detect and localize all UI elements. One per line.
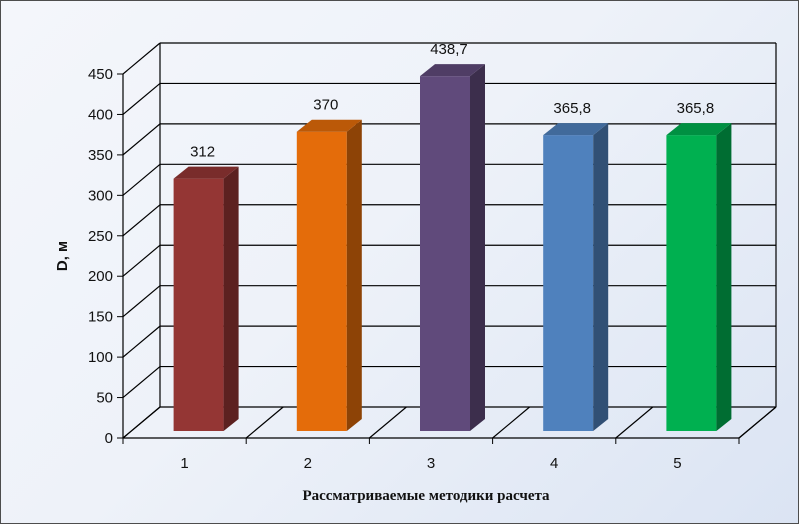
y-tick-label: 200	[88, 268, 113, 285]
x-tick-label: 2	[304, 455, 312, 472]
y-tick-label: 250	[88, 228, 113, 245]
y-tick-label: 350	[88, 147, 113, 164]
gridline-diagonal	[122, 82, 161, 115]
data-label: 312	[190, 144, 215, 161]
x-tick-label: 1	[180, 455, 188, 472]
data-label: 370	[313, 97, 338, 114]
bar-front	[420, 76, 470, 431]
data-label: 365,8	[553, 100, 591, 117]
bar-top	[173, 166, 239, 179]
y-axis-ticks: 0 50 100 150 200 250 300 350 400 450	[88, 66, 123, 447]
y-tick-label: 50	[96, 390, 113, 407]
floor-divider	[122, 406, 161, 439]
gridline-diagonal	[122, 325, 161, 358]
bar-front	[543, 135, 594, 431]
y-axis-title: D, м	[54, 241, 71, 271]
y-tick-label: 100	[88, 349, 113, 366]
bar-side	[346, 119, 362, 431]
bar-top	[666, 123, 732, 136]
bar-side	[223, 166, 239, 432]
data-label: 365,8	[677, 100, 715, 117]
x-tick-label: 3	[427, 455, 435, 472]
gridline-diagonal	[122, 285, 161, 318]
bar	[666, 123, 732, 431]
data-label: 438,7	[430, 41, 468, 58]
y-tick-label: 150	[88, 309, 113, 326]
floor-divider	[369, 406, 407, 439]
bar	[420, 64, 485, 431]
y-tick-label: 300	[88, 187, 113, 204]
bar-top	[420, 64, 485, 77]
floor-divider	[615, 406, 654, 439]
bar-front	[173, 178, 224, 431]
gridline-diagonal	[122, 123, 161, 156]
x-axis-title: Рассматриваемые методики расчета	[302, 488, 550, 504]
y-tick-label: 450	[88, 66, 113, 83]
gridline-diagonal	[122, 163, 161, 196]
y-tick-label: 400	[88, 106, 113, 123]
bars	[173, 64, 732, 432]
floor-divider	[492, 406, 530, 439]
bar	[296, 119, 362, 431]
bar-top	[543, 123, 609, 136]
data-labels: 312 370 438,7 365,8 365,8	[190, 41, 714, 160]
y-tick-label: 0	[105, 430, 113, 447]
bar-side	[593, 123, 609, 431]
bar-top	[296, 119, 362, 132]
x-tick-label: 4	[550, 455, 558, 472]
bar-front	[666, 135, 717, 431]
bar	[543, 123, 609, 431]
bar-front	[296, 131, 347, 431]
gridline-diagonal	[122, 244, 161, 277]
bar	[173, 166, 239, 432]
bar-side	[470, 64, 485, 431]
floor-divider	[738, 406, 777, 439]
bar-side	[716, 123, 732, 431]
x-axis-ticks: 1 2 3 4 5	[122, 438, 740, 472]
gridline-diagonal	[122, 42, 161, 75]
side-wall	[123, 43, 160, 438]
floor-divider	[245, 406, 284, 439]
gridline-diagonal	[122, 366, 161, 399]
gridline-diagonal	[122, 204, 161, 237]
x-tick-label: 5	[673, 455, 681, 472]
